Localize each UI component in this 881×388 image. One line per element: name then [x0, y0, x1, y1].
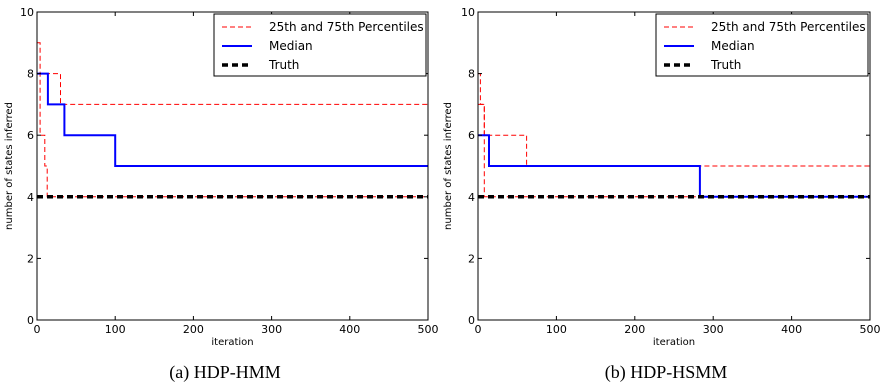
y-tick-label: 10: [20, 6, 34, 19]
x-tick-label: 400: [339, 323, 360, 336]
legend: 25th and 75th Percentiles Median Truth: [213, 13, 427, 77]
y-tick-label: 6: [468, 129, 475, 142]
x-axis-label: iteration: [211, 337, 253, 348]
y-tick-label: 4: [27, 191, 34, 204]
y-tick-label: 0: [27, 314, 34, 327]
x-tick-label: 200: [183, 323, 204, 336]
y-tick-label: 0: [468, 314, 475, 327]
series-line-solid-2: [37, 72, 428, 167]
x-tick-label: 500: [860, 323, 881, 336]
legend-entry-label: 25th and 75th Percentiles: [269, 20, 424, 34]
series-line-dashed-0: [478, 73, 870, 198]
y-tick-label: 8: [468, 68, 475, 81]
x-tick-label: 500: [418, 323, 439, 336]
y-tick-label: 6: [27, 129, 34, 142]
y-tick-label: 2: [27, 252, 34, 265]
x-tick-label: 400: [781, 323, 802, 336]
y-axis-label: number of states inferred: [4, 102, 15, 230]
legend-entry-label: Truth: [710, 58, 741, 72]
y-tick-label: 4: [468, 191, 475, 204]
x-tick-label: 200: [624, 323, 645, 336]
subfigure-caption: (b) HDP-HSMM: [605, 362, 728, 383]
legend-entry-label: Truth: [268, 58, 299, 72]
chart-panel-1: 0 100 200 300 400 500 0 2 4 6 8 10 iteration number o…: [443, 6, 881, 383]
series-line-dashed-1: [37, 73, 428, 105]
plot-frame: [36, 11, 429, 321]
y-axis-label: number of states inferred: [443, 102, 454, 230]
x-tick-label: 300: [261, 323, 282, 336]
y-tick-label: 8: [27, 68, 34, 81]
x-tick-label: 100: [105, 323, 126, 336]
y-tick-label: 2: [468, 252, 475, 265]
x-axis-label: iteration: [653, 337, 695, 348]
chart-panel-0: 0 100 200 300 400 500 0 2 4 6 8 10 iteration number o…: [4, 6, 439, 383]
y-tick-label: 10: [461, 6, 475, 19]
series-line-dashed-1: [478, 103, 870, 167]
x-tick-label: 300: [703, 323, 724, 336]
x-tick-label: 100: [546, 323, 567, 336]
series-line-dashed-0: [37, 42, 428, 198]
plot-frame: [477, 11, 871, 321]
legend-entry-label: Median: [711, 39, 755, 53]
legend-entry-label: 25th and 75th Percentiles: [711, 20, 866, 34]
legend: 25th and 75th Percentiles Median Truth: [655, 13, 869, 77]
legend-entry-label: Median: [269, 39, 313, 53]
x-tick-label: 0: [475, 323, 482, 336]
subfigure-caption: (a) HDP-HMM: [169, 362, 281, 383]
x-tick-label: 0: [34, 323, 41, 336]
